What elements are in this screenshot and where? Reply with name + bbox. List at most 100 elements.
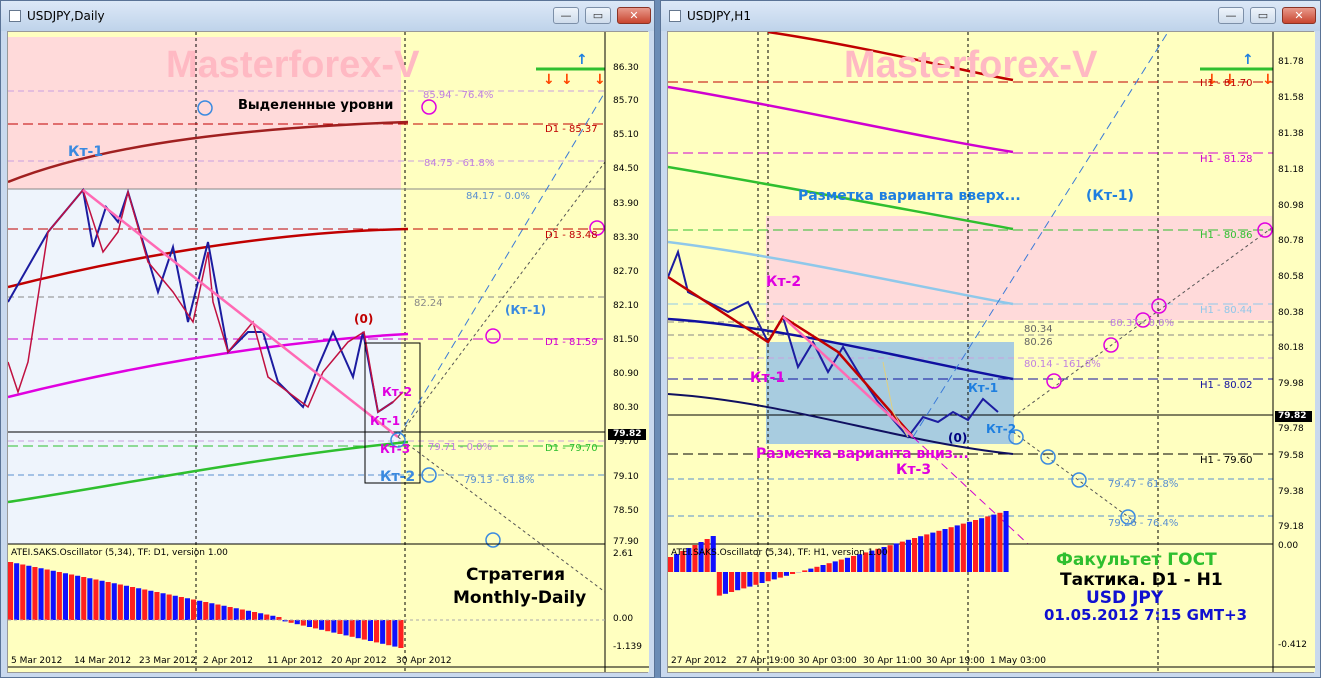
level-label: 79.47 - 61.8% bbox=[1108, 479, 1179, 490]
level-label: 80.37 - 0.0% bbox=[1110, 318, 1174, 329]
kt1-paren-label: (Кт-1) bbox=[1086, 188, 1134, 204]
oscillator-bar bbox=[398, 620, 404, 648]
oscillator-bar bbox=[380, 620, 386, 644]
faculty-label: Факультет ГОСТ bbox=[1056, 550, 1217, 570]
price-label: 84.50 bbox=[613, 164, 639, 174]
svg-text:↓: ↓ bbox=[561, 72, 573, 88]
right-watermark: Masterforex-V bbox=[844, 44, 1098, 86]
price-label: 79.98 bbox=[1278, 379, 1304, 389]
oscillator-bar bbox=[936, 530, 942, 572]
oscillator-bar bbox=[875, 548, 881, 572]
oscillator-bar bbox=[209, 603, 215, 620]
oscillator-bar bbox=[252, 612, 258, 620]
price-label: 86.30 bbox=[613, 63, 639, 73]
oscillator-bar bbox=[716, 572, 722, 596]
right-chart-window[interactable]: USDJPY,H1 — ▭ ✕ bbox=[660, 0, 1321, 678]
datetime-label: 01.05.2012 7:15 GMT+3 bbox=[1044, 606, 1248, 624]
left-titlebar[interactable]: USDJPY,Daily — ▭ ✕ bbox=[1, 1, 654, 31]
oscillator-bar bbox=[313, 620, 319, 629]
oscillator-bar bbox=[759, 572, 765, 583]
price-label: 78.50 bbox=[613, 506, 639, 516]
kt3-label: Кт-3 bbox=[380, 442, 411, 456]
oscillator-bar bbox=[81, 577, 87, 620]
oscillator-bar bbox=[863, 552, 869, 572]
left-chart-area[interactable]: ↑ ↓ ↓ ↓ Masterforex-V 86.30 85.70 85.10 … bbox=[7, 31, 649, 673]
oscillator-bar bbox=[826, 563, 832, 572]
level-label: D1 - 81.59 bbox=[545, 337, 598, 348]
oscillator-bar bbox=[832, 561, 838, 572]
date-label: 27 Apr 2012 bbox=[671, 656, 727, 666]
oscillator-bar bbox=[729, 572, 735, 592]
down-variant-label: Разметка варианта вниз... bbox=[756, 446, 969, 462]
minimize-button[interactable]: — bbox=[1218, 7, 1244, 24]
close-button[interactable]: ✕ bbox=[617, 7, 651, 24]
oscillator-bar bbox=[123, 585, 129, 620]
blue-zone bbox=[766, 342, 1014, 444]
kt3-label: Кт-3 bbox=[896, 462, 932, 478]
svg-text:↓: ↓ bbox=[594, 72, 606, 88]
level-label: 79.71 - 0.0% bbox=[428, 442, 492, 453]
left-chart-svg: ↑ ↓ ↓ ↓ bbox=[8, 32, 649, 672]
price-label: 80.38 bbox=[1278, 308, 1304, 318]
oscillator-bar bbox=[686, 548, 692, 572]
price-label: 79.10 bbox=[613, 472, 639, 482]
oscillator-bar bbox=[735, 572, 741, 591]
pair-label: USD JPY bbox=[1086, 588, 1164, 608]
strategy-title: Стратегия bbox=[466, 565, 566, 585]
level-label: 84.17 - 0.0% bbox=[466, 191, 530, 202]
oscillator-bar bbox=[331, 620, 337, 633]
left-chart-window[interactable]: USDJPY,Daily — ▭ ✕ bbox=[0, 0, 655, 678]
left-oscillator-bars bbox=[8, 562, 404, 648]
level-label: 79.13 - 61.8% bbox=[464, 475, 535, 486]
oscillator-bar bbox=[857, 554, 863, 572]
oscillator-bar bbox=[288, 620, 294, 623]
oscillator-bar bbox=[270, 615, 276, 620]
level-label: D1 - 85.37 bbox=[545, 124, 598, 135]
oscillator-bar bbox=[142, 589, 148, 620]
minimize-button[interactable]: — bbox=[553, 7, 579, 24]
date-label: 30 Apr 2012 bbox=[396, 656, 452, 666]
oscillator-bar bbox=[790, 572, 796, 574]
level-label: 80.34 bbox=[1024, 324, 1053, 335]
oscillator-bar bbox=[942, 529, 948, 572]
price-label: 82.10 bbox=[613, 301, 639, 311]
left-price-axis: 86.30 85.70 85.10 84.50 83.90 83.30 82.7… bbox=[613, 32, 649, 547]
maximize-button[interactable]: ▭ bbox=[1250, 7, 1276, 24]
oscillator-bar bbox=[392, 620, 398, 647]
osc-scale: -0.412 bbox=[1278, 640, 1308, 650]
price-label: 83.90 bbox=[613, 199, 639, 209]
right-titlebar[interactable]: USDJPY,H1 — ▭ ✕ bbox=[661, 1, 1320, 31]
oscillator-bar bbox=[979, 518, 985, 572]
oscillator-bar bbox=[14, 563, 20, 620]
pink-zone bbox=[8, 37, 401, 189]
oscillator-bar bbox=[215, 604, 221, 620]
kt2-label: Кт-2 bbox=[766, 274, 802, 290]
oscillator-bar bbox=[93, 579, 99, 620]
price-label: 81.58 bbox=[1278, 93, 1304, 103]
oscillator-bar bbox=[32, 567, 38, 620]
right-chart-svg: ↑ ↓ ↓ ↓ bbox=[668, 32, 1315, 672]
oscillator-bar bbox=[184, 598, 190, 620]
right-chart-area[interactable]: ↑ ↓ ↓ ↓ Masterforex-V 81.78 81.58 81.38 … bbox=[667, 31, 1315, 673]
oscillator-bar bbox=[160, 593, 166, 620]
oscillator-bar bbox=[930, 532, 936, 572]
oscillator-bar bbox=[674, 554, 680, 572]
kt1-paren-label: (Кт-1) bbox=[505, 303, 547, 317]
level-label: H1 - 80.02 bbox=[1200, 380, 1253, 391]
oscillator-bar bbox=[26, 565, 32, 620]
highlighted-levels-label: Выделенные уровни bbox=[238, 98, 394, 113]
maximize-button[interactable]: ▭ bbox=[585, 7, 611, 24]
close-button[interactable]: ✕ bbox=[1282, 7, 1316, 24]
oscillator-bar bbox=[355, 620, 361, 639]
up-variant-label: Разметка варианта вверх... bbox=[798, 188, 1021, 204]
oscillator-bar bbox=[233, 608, 239, 620]
level-label: H1 - 80.44 bbox=[1200, 305, 1253, 316]
oscillator-bar bbox=[924, 534, 930, 572]
oscillator-bar bbox=[966, 521, 972, 572]
left-date-axis: 5 Mar 2012 14 Mar 2012 23 Mar 2012 2 Apr… bbox=[8, 656, 605, 672]
oscillator-bar bbox=[343, 620, 349, 636]
kt1-right-label: Кт-1 bbox=[968, 381, 999, 395]
oscillator-bar bbox=[912, 538, 918, 572]
oscillator-bar bbox=[783, 572, 789, 576]
oscillator-bar bbox=[20, 564, 26, 620]
